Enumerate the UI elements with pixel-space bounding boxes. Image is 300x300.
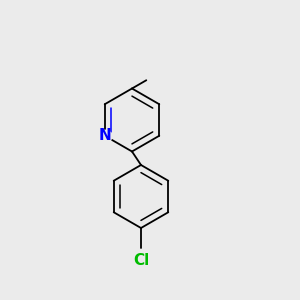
Text: Cl: Cl [133,253,149,268]
Text: N: N [98,128,111,143]
